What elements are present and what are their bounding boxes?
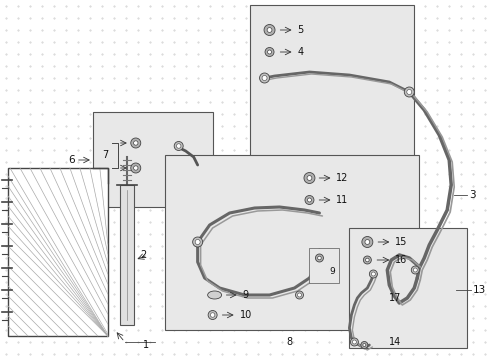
Circle shape bbox=[316, 254, 323, 262]
Circle shape bbox=[318, 256, 321, 260]
FancyBboxPatch shape bbox=[120, 185, 134, 325]
Circle shape bbox=[411, 266, 419, 274]
Circle shape bbox=[371, 272, 375, 276]
Circle shape bbox=[265, 48, 274, 57]
Circle shape bbox=[176, 144, 181, 148]
Circle shape bbox=[267, 28, 272, 32]
Circle shape bbox=[361, 342, 368, 348]
Circle shape bbox=[264, 24, 275, 36]
Text: 8: 8 bbox=[287, 337, 293, 347]
Text: 12: 12 bbox=[337, 173, 349, 183]
FancyBboxPatch shape bbox=[249, 5, 414, 170]
Text: 6: 6 bbox=[68, 155, 74, 165]
Text: 13: 13 bbox=[473, 285, 487, 295]
Text: 9: 9 bbox=[329, 267, 335, 276]
Text: 3: 3 bbox=[469, 190, 476, 200]
FancyBboxPatch shape bbox=[165, 155, 419, 330]
Text: 4: 4 bbox=[297, 47, 304, 57]
Text: 7: 7 bbox=[102, 150, 108, 160]
Text: 5: 5 bbox=[297, 25, 304, 35]
Circle shape bbox=[304, 172, 315, 184]
FancyBboxPatch shape bbox=[93, 112, 213, 207]
Circle shape bbox=[307, 176, 312, 180]
Circle shape bbox=[297, 293, 301, 297]
Circle shape bbox=[268, 50, 271, 54]
Text: 1: 1 bbox=[143, 340, 149, 350]
Circle shape bbox=[295, 291, 303, 299]
Circle shape bbox=[350, 338, 358, 346]
FancyBboxPatch shape bbox=[8, 168, 108, 336]
Circle shape bbox=[134, 141, 138, 145]
Circle shape bbox=[307, 198, 312, 202]
Circle shape bbox=[131, 138, 141, 148]
Circle shape bbox=[362, 237, 373, 248]
Text: 17: 17 bbox=[390, 293, 402, 303]
Text: 15: 15 bbox=[395, 237, 408, 247]
Ellipse shape bbox=[208, 291, 221, 299]
Text: 16: 16 bbox=[395, 255, 408, 265]
Circle shape bbox=[369, 270, 377, 278]
Text: 9: 9 bbox=[243, 290, 249, 300]
Circle shape bbox=[363, 343, 366, 346]
Circle shape bbox=[364, 256, 371, 264]
FancyBboxPatch shape bbox=[310, 248, 340, 283]
Circle shape bbox=[352, 340, 356, 344]
Circle shape bbox=[365, 240, 370, 244]
Text: 2: 2 bbox=[140, 250, 146, 260]
Circle shape bbox=[193, 237, 203, 247]
Circle shape bbox=[208, 310, 217, 320]
Circle shape bbox=[131, 163, 141, 173]
Text: 11: 11 bbox=[337, 195, 349, 205]
Circle shape bbox=[407, 90, 412, 95]
Text: 10: 10 bbox=[240, 310, 252, 320]
Text: 14: 14 bbox=[390, 337, 402, 347]
Circle shape bbox=[174, 141, 183, 150]
Circle shape bbox=[413, 268, 417, 272]
Circle shape bbox=[260, 73, 270, 83]
Circle shape bbox=[404, 87, 414, 97]
Circle shape bbox=[210, 313, 215, 317]
Circle shape bbox=[262, 76, 267, 81]
Circle shape bbox=[366, 258, 369, 262]
Circle shape bbox=[305, 195, 314, 204]
FancyBboxPatch shape bbox=[349, 228, 467, 348]
Circle shape bbox=[134, 166, 138, 170]
Circle shape bbox=[195, 239, 200, 244]
